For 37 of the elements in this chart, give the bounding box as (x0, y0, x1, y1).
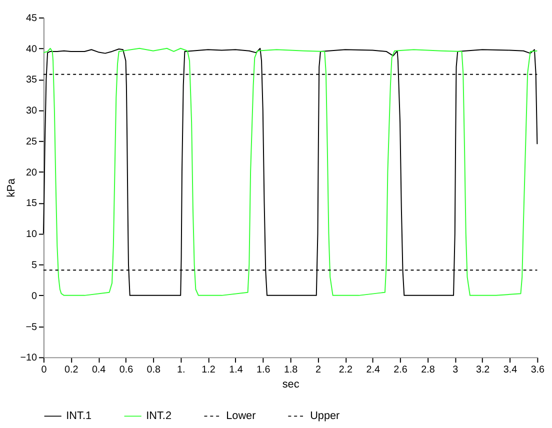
legend-label: Upper (310, 410, 340, 422)
x-tick-label: 1.4 (229, 364, 244, 376)
x-tick-label: 3.6 (530, 364, 546, 376)
y-tick-label: −5 (26, 322, 38, 333)
x-tick-label: 1. (176, 364, 186, 376)
x-axis-title: sec (282, 378, 300, 390)
x-tick-label: 2.2 (338, 364, 353, 376)
x-tick-label: 3.4 (503, 364, 518, 376)
y-tick-label: 35 (26, 74, 38, 86)
y-tick-label: 45 (26, 12, 38, 24)
y-tick-label: 10 (26, 229, 38, 240)
x-tick-label: 0.4 (92, 364, 106, 376)
x-tick-label: 1.2 (202, 364, 216, 376)
x-tick-label: 1.8 (284, 364, 298, 376)
x-tick-label: 2 (316, 364, 321, 376)
x-tick-label: 0.2 (64, 364, 78, 376)
y-tick-label: 25 (26, 136, 38, 148)
legend-label: INT.2 (146, 410, 172, 422)
legend-label: INT.1 (66, 410, 92, 422)
y-tick-label: −10 (20, 352, 38, 364)
y-tick-label: 15 (26, 198, 38, 210)
x-tick-label: 2.8 (421, 364, 436, 376)
x-tick-label: 1.6 (256, 364, 271, 376)
y-tick-label: 0 (32, 290, 38, 302)
y-axis-title: kPa (5, 178, 18, 198)
x-tick-label: 3.2 (476, 364, 490, 376)
x-tick-label: 0.6 (119, 364, 134, 376)
x-tick-label: 0 (41, 364, 48, 376)
x-tick-label: 0.8 (146, 364, 162, 376)
y-tick-label: 20 (26, 167, 38, 178)
y-tick-label: 5 (32, 260, 38, 272)
x-tick-label: 2.4 (366, 364, 380, 376)
x-tick-label: 3 (452, 364, 459, 376)
x-tick-label: 2.6 (394, 364, 408, 376)
legend-label: Lower (226, 410, 256, 422)
y-tick-label: 30 (26, 106, 38, 117)
y-tick-label: 40 (26, 44, 38, 55)
